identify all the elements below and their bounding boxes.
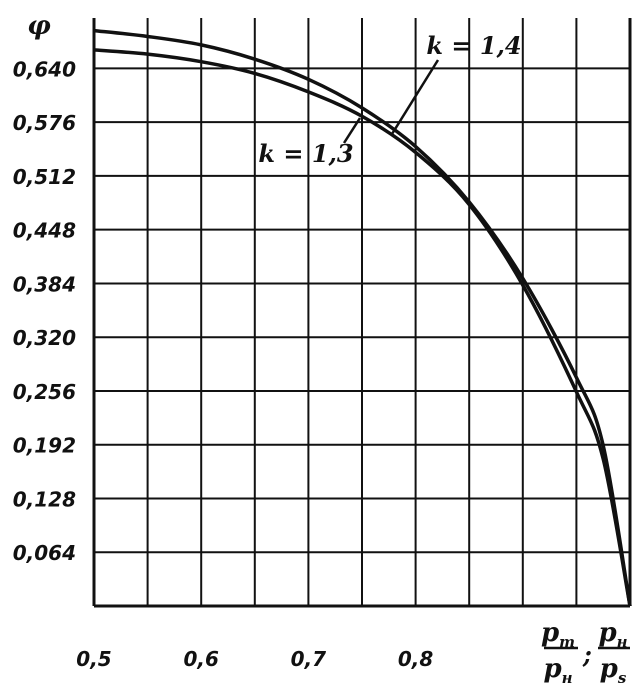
y-tick-label: 0,320 <box>13 326 76 350</box>
x-tick-label: 0,6 <box>183 647 219 671</box>
series-label-k-1-4: k = 1,4 <box>426 31 521 60</box>
y-tick-label: 0,384 <box>13 272 76 296</box>
frac2-numerator-sub: н <box>617 633 628 651</box>
x-axis-label: pт pн ; pн ps <box>541 618 630 687</box>
x-axis-label-fraction-1: pт pн <box>541 618 578 687</box>
x-tick-labels: 0,5 0,6 0,7 0,8 <box>76 647 433 671</box>
y-axis-label: φ <box>27 11 51 41</box>
x-axis-label-fraction-2: pн ps <box>598 618 630 687</box>
svg-text:ps: ps <box>600 654 627 687</box>
y-tick-label: 0,640 <box>13 57 76 81</box>
frac2-numerator: p <box>598 618 616 648</box>
series-label-leader <box>342 117 362 144</box>
x-tick-label: 0,8 <box>398 647 434 671</box>
y-tick-label: 0,192 <box>13 434 76 458</box>
svg-text:pн: pн <box>598 618 627 651</box>
y-tick-labels: 0,640 0,576 0,512 0,448 0,384 0,320 0,256 0,192… <box>13 57 76 565</box>
x-axis-label-separator: ; <box>582 640 592 669</box>
frac1-denominator: p <box>543 654 561 684</box>
series-label-k-1-3: k = 1,3 <box>258 139 353 168</box>
frac2-denominator: p <box>600 654 618 684</box>
svg-text:pт: pт <box>541 618 575 651</box>
y-tick-label: 0,448 <box>13 219 76 243</box>
y-tick-label: 0,064 <box>13 541 76 565</box>
frac1-numerator: p <box>541 618 559 648</box>
series-label-leader <box>390 59 440 135</box>
y-tick-label: 0,512 <box>13 165 76 189</box>
frac2-denominator-sub: s <box>618 669 627 687</box>
curves <box>93 28 632 607</box>
curve-labels: k = 1,4 k = 1,3 <box>258 31 521 168</box>
y-tick-label: 0,128 <box>13 487 76 511</box>
frac1-denominator-sub: н <box>562 669 573 687</box>
y-tick-label: 0,576 <box>13 111 76 135</box>
y-tick-label: 0,256 <box>13 380 76 404</box>
x-tick-label: 0,5 <box>76 647 111 671</box>
frac1-numerator-sub: т <box>559 633 575 651</box>
series-line-k-1-3 <box>93 48 632 607</box>
svg-text:pн: pн <box>543 654 572 687</box>
series-line-k-1-4 <box>93 28 632 607</box>
x-tick-label: 0,7 <box>291 647 327 671</box>
